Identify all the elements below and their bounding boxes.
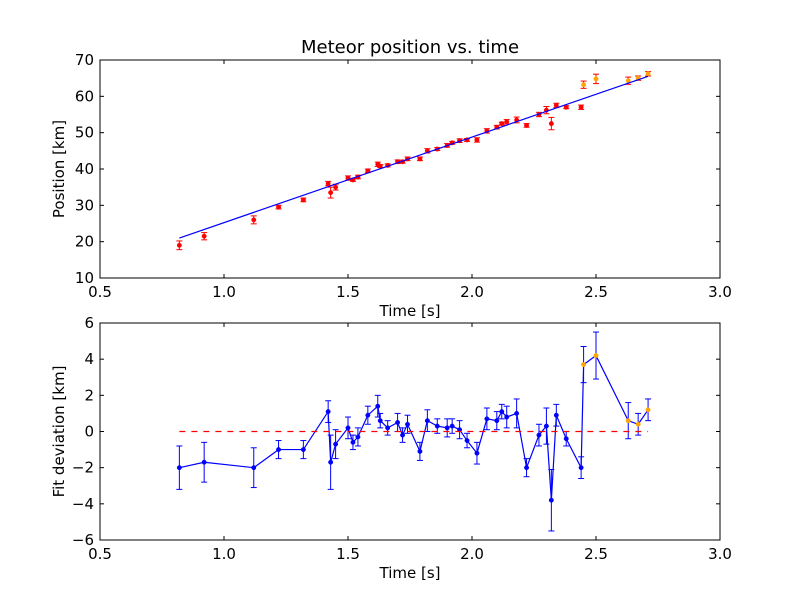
data-point bbox=[499, 409, 505, 415]
y-tick-label: 6 bbox=[84, 314, 94, 332]
x-axis-label: Time [s] bbox=[379, 564, 441, 582]
data-point bbox=[400, 432, 406, 438]
x-tick-label: 1.0 bbox=[212, 545, 236, 563]
data-point bbox=[325, 409, 331, 415]
data-point bbox=[524, 465, 530, 471]
data-point bbox=[504, 414, 510, 420]
data-point bbox=[328, 190, 334, 196]
x-tick-label: 2.5 bbox=[584, 545, 608, 563]
data-point bbox=[563, 436, 569, 442]
position-plot: 0.5 1.0 1.5 2.0 2.5 3.0 10 20 30 40 50 60 70 Meteor p… bbox=[50, 37, 732, 320]
data-point bbox=[543, 423, 549, 429]
y-tick-label: −2 bbox=[72, 459, 94, 477]
data-point bbox=[434, 423, 440, 429]
data-point bbox=[276, 204, 282, 210]
deviation-plot: 0.5 1.0 1.5 2.0 2.5 3.0 −6 −4 −2 0 2 4 6 Time [s] Fit … bbox=[50, 314, 732, 582]
data-point bbox=[464, 438, 470, 443]
fit-line bbox=[179, 75, 649, 239]
data-point bbox=[524, 122, 530, 128]
y-tick-label: −6 bbox=[72, 531, 94, 549]
data-point bbox=[417, 156, 423, 162]
data-point bbox=[176, 465, 182, 471]
data-point bbox=[424, 418, 430, 424]
y-axis-label: Position [km] bbox=[50, 120, 68, 218]
x-tick-label: 3.0 bbox=[708, 283, 732, 301]
data-point bbox=[581, 362, 587, 368]
x-tick-label: 3.0 bbox=[708, 545, 732, 563]
data-point bbox=[474, 137, 480, 143]
y-tick-label: 60 bbox=[75, 87, 94, 105]
y-tick-label: 4 bbox=[84, 350, 94, 368]
data-point bbox=[578, 465, 584, 471]
data-point bbox=[444, 425, 450, 431]
data-point bbox=[593, 353, 599, 358]
data-point bbox=[536, 432, 542, 438]
data-point bbox=[405, 421, 410, 427]
x-tick-label: 2.0 bbox=[460, 283, 484, 301]
chart-title: Meteor position vs. time bbox=[301, 37, 519, 58]
data-point bbox=[176, 242, 182, 248]
data-point bbox=[625, 418, 631, 424]
data-point bbox=[365, 412, 371, 418]
data-point bbox=[300, 197, 306, 203]
y-tick-label: 10 bbox=[75, 269, 94, 287]
data-point bbox=[333, 184, 339, 190]
y-tick-label: 20 bbox=[75, 233, 94, 251]
y-tick-label: 0 bbox=[84, 423, 94, 441]
data-point bbox=[548, 121, 554, 127]
y-tick-label: 70 bbox=[75, 51, 94, 69]
data-point bbox=[581, 82, 587, 88]
data-point bbox=[578, 104, 584, 110]
x-tick-label: 1.5 bbox=[336, 545, 360, 563]
y-tick-label: 50 bbox=[75, 124, 94, 142]
data-point bbox=[355, 434, 361, 440]
data-point bbox=[417, 448, 423, 454]
data-point bbox=[449, 423, 455, 429]
data-point bbox=[645, 407, 651, 413]
data-point bbox=[276, 447, 282, 453]
data-point bbox=[645, 71, 651, 77]
data-point bbox=[201, 459, 207, 465]
y-tick-label: −4 bbox=[72, 495, 94, 513]
data-point bbox=[345, 425, 351, 431]
x-tick-label: 0.5 bbox=[88, 283, 112, 301]
x-tick-label: 1.5 bbox=[336, 283, 360, 301]
data-point bbox=[635, 421, 641, 427]
data-point bbox=[350, 439, 356, 445]
x-tick-label: 0.5 bbox=[88, 545, 112, 563]
data-point bbox=[375, 403, 381, 409]
data-point bbox=[333, 441, 339, 447]
data-point bbox=[504, 119, 510, 125]
data-point bbox=[548, 497, 554, 503]
y-tick-label: 40 bbox=[75, 160, 94, 178]
data-point bbox=[494, 418, 500, 424]
data-point bbox=[251, 217, 257, 223]
x-tick-label: 2.0 bbox=[460, 545, 484, 563]
data-point bbox=[201, 233, 207, 239]
data-point bbox=[514, 410, 520, 416]
data-point bbox=[328, 459, 334, 465]
data-point bbox=[300, 447, 306, 453]
data-point bbox=[499, 121, 505, 127]
data-point bbox=[484, 416, 490, 422]
data-point bbox=[251, 465, 257, 471]
data-point bbox=[474, 450, 480, 456]
data-point bbox=[553, 412, 559, 418]
y-axis-label: Fit deviation [km] bbox=[50, 366, 68, 498]
x-tick-label: 2.5 bbox=[584, 283, 608, 301]
y-tick-label: 30 bbox=[75, 196, 94, 214]
data-point bbox=[325, 181, 331, 186]
data-point bbox=[593, 76, 599, 82]
data-point bbox=[395, 420, 401, 425]
x-axis-label: Time [s] bbox=[379, 302, 441, 320]
data-point bbox=[385, 425, 391, 431]
x-tick-label: 1.0 bbox=[212, 283, 236, 301]
axes-frame bbox=[99, 59, 721, 279]
y-tick-label: 2 bbox=[84, 386, 94, 404]
data-point bbox=[377, 418, 383, 424]
